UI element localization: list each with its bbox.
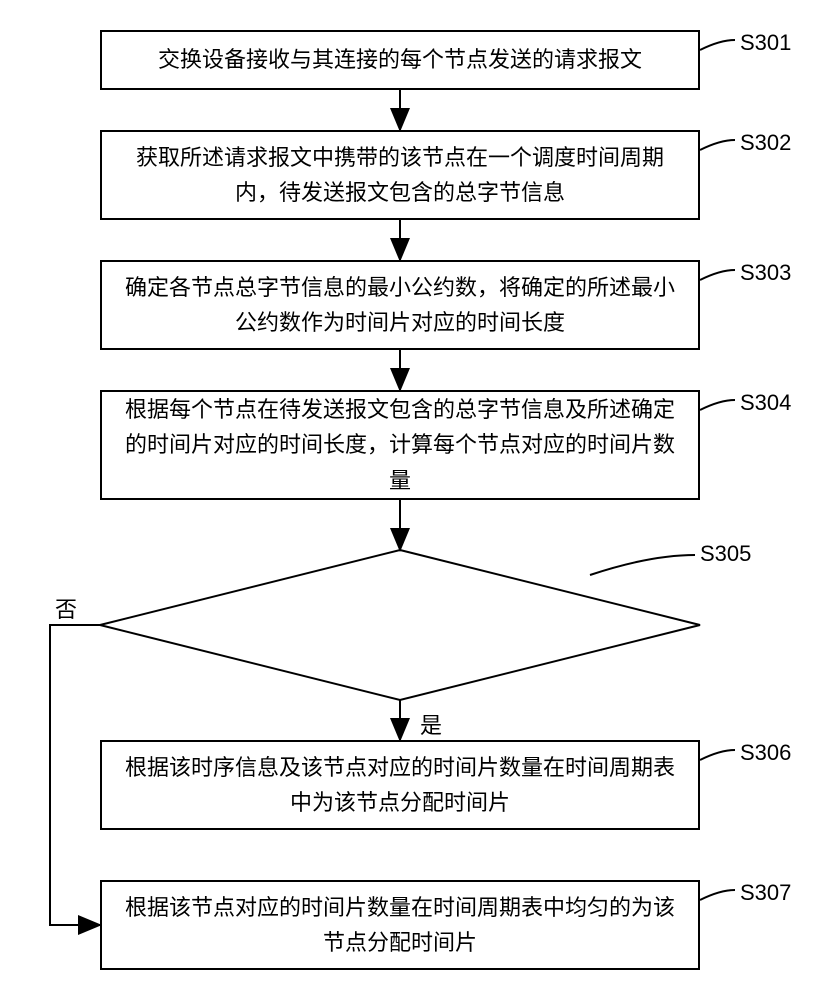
step-text: 根据该节点对应的时间片数量在时间周期表中均匀的为该节点分配时间片: [122, 890, 678, 960]
leader-s301: [700, 40, 735, 50]
branch-yes-label: 是: [420, 708, 442, 740]
label-s303: S303: [740, 260, 791, 286]
step-text: 根据该时序信息及该节点对应的时间片数量在时间周期表中为该节点分配时间片: [122, 750, 678, 820]
label-s304: S304: [740, 390, 791, 416]
step-s307: 根据该节点对应的时间片数量在时间周期表中均匀的为该节点分配时间片: [100, 880, 700, 970]
step-text: 确定各节点总字节信息的最小公约数，将确定的所述最小公约数作为时间片对应的时间长度: [122, 270, 678, 340]
leader-s303: [700, 270, 735, 280]
flowchart-canvas: 交换设备接收与其连接的每个节点发送的请求报文 S301 获取所述请求报文中携带的…: [0, 0, 838, 1000]
leader-s304: [700, 400, 735, 410]
step-text: 根据每个节点在待发送报文包含的总字节信息及所述确定的时间片对应的时间长度，计算每…: [122, 392, 678, 498]
step-s304: 根据每个节点在待发送报文包含的总字节信息及所述确定的时间片对应的时间长度，计算每…: [100, 390, 700, 500]
step-s306: 根据该时序信息及该节点对应的时间片数量在时间周期表中为该节点分配时间片: [100, 740, 700, 830]
label-s307: S307: [740, 880, 791, 906]
leader-s307: [700, 890, 735, 900]
leader-s302: [700, 140, 735, 150]
step-s301: 交换设备接收与其连接的每个节点发送的请求报文: [100, 30, 700, 90]
label-s305: S305: [700, 541, 751, 567]
step-text: 交换设备接收与其连接的每个节点发送的请求报文: [158, 42, 642, 77]
leader-s305: [590, 555, 695, 575]
step-text: 获取所述请求报文中携带的该节点在一个调度时间周期内，待发送报文包含的总字节信息: [122, 140, 678, 210]
leader-s306: [700, 750, 735, 760]
label-s302: S302: [740, 130, 791, 156]
label-s301: S301: [740, 30, 791, 56]
label-s306: S306: [740, 740, 791, 766]
decision-s305-text: 判断该请求报文中是否携带时序信息: [160, 612, 640, 644]
decision-text: 判断该请求报文中是否携带时序信息: [224, 617, 576, 642]
step-s302: 获取所述请求报文中携带的该节点在一个调度时间周期内，待发送报文包含的总字节信息: [100, 130, 700, 220]
branch-no-label: 否: [55, 592, 77, 624]
arrow-no-branch: [50, 625, 100, 925]
step-s303: 确定各节点总字节信息的最小公约数，将确定的所述最小公约数作为时间片对应的时间长度: [100, 260, 700, 350]
